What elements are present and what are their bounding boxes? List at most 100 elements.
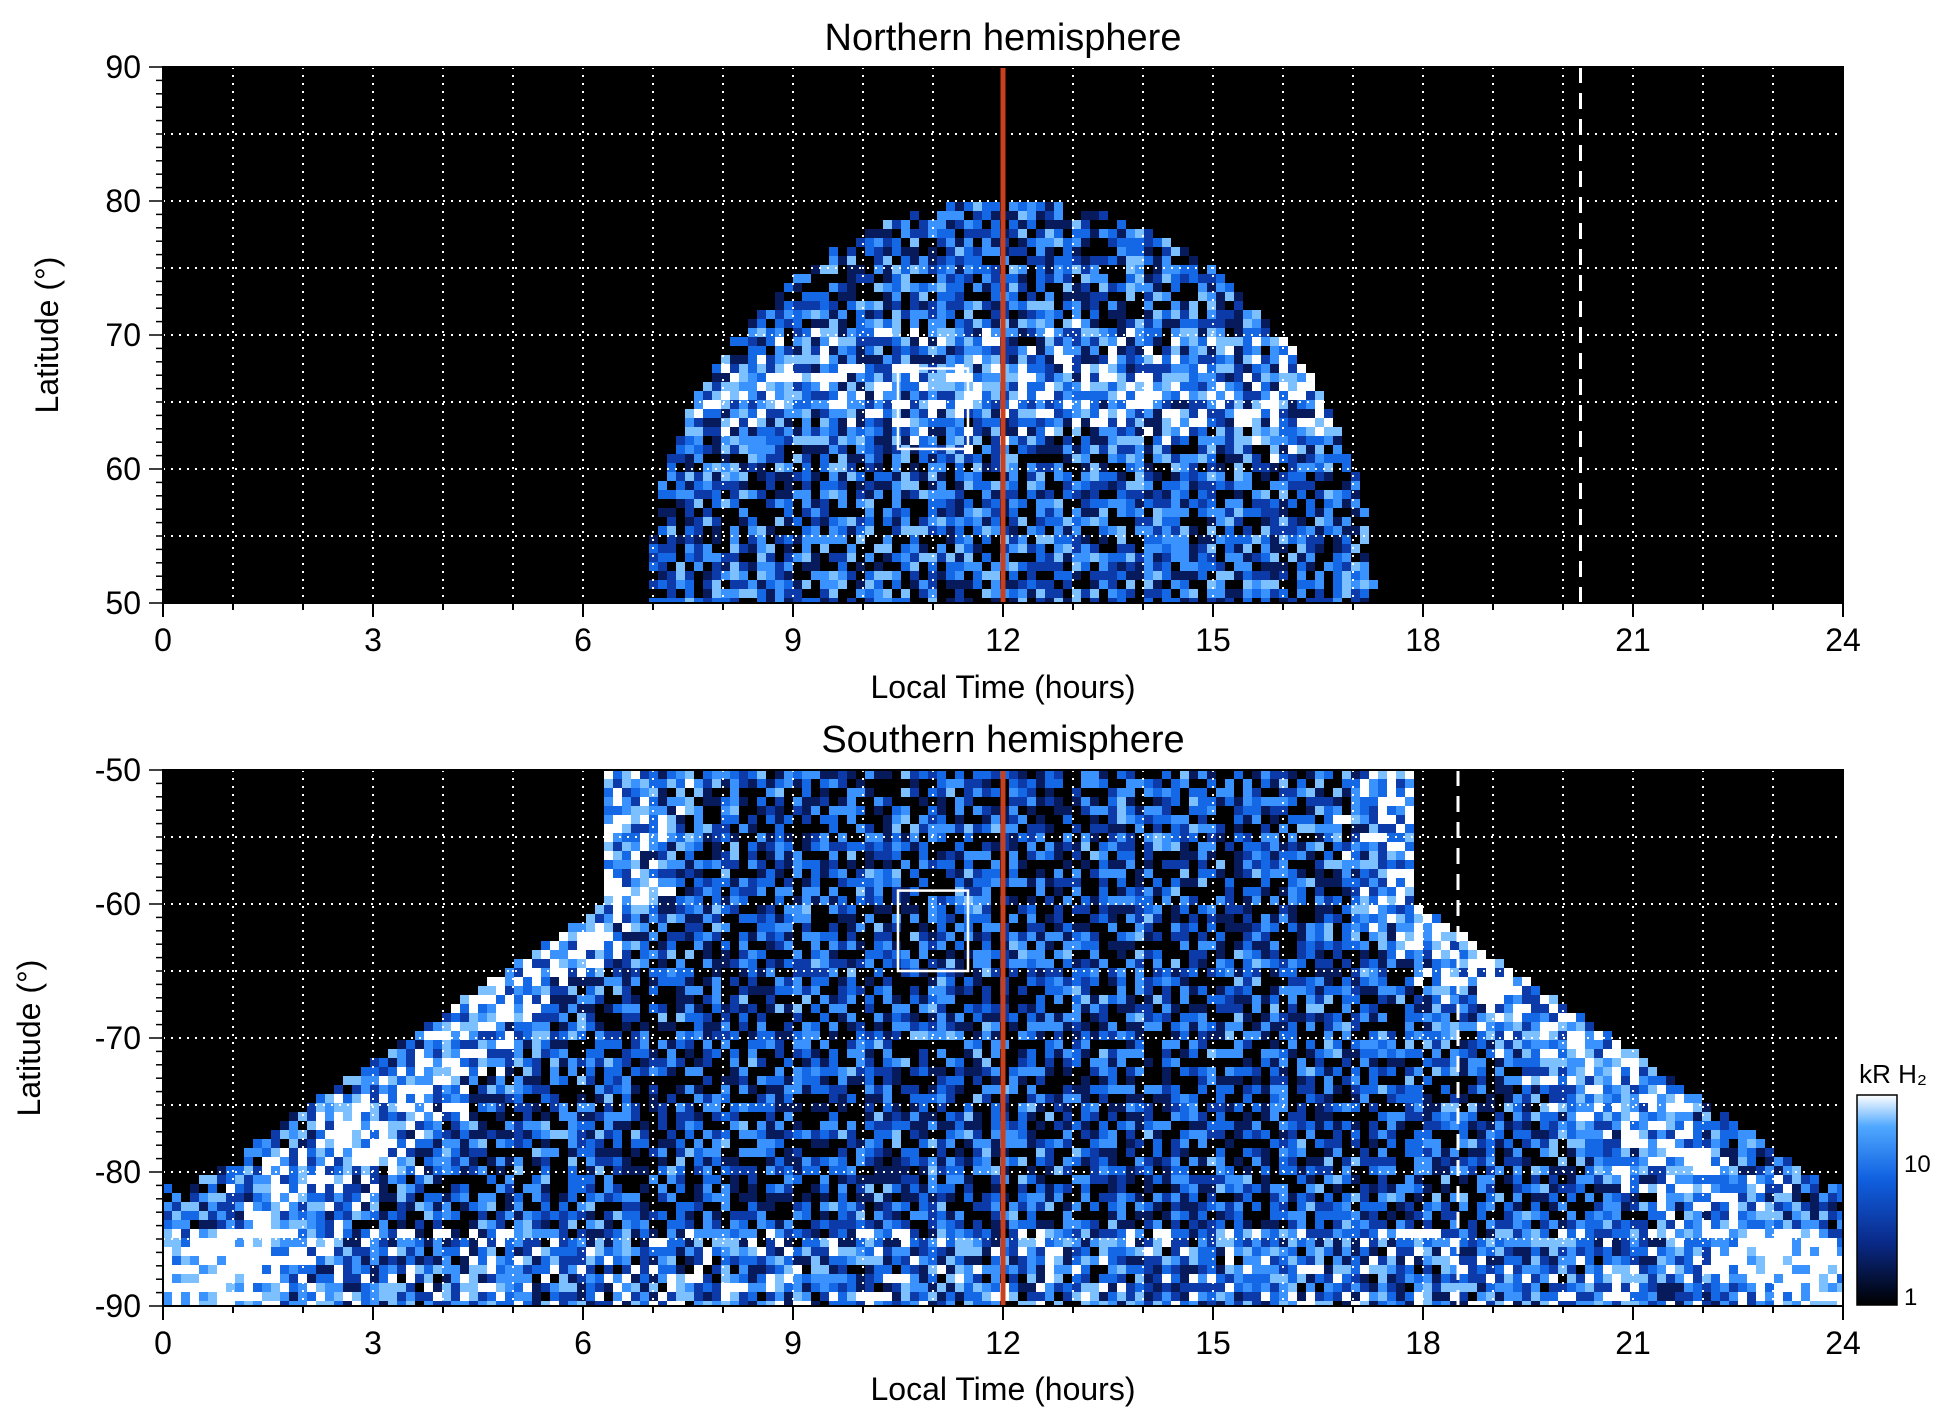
south-emission-cell <box>793 914 802 923</box>
north-emission-cell <box>1135 229 1144 238</box>
south-emission-cell <box>1054 905 1063 914</box>
south-emission-cell <box>406 1058 415 1067</box>
north-emission-cell <box>1171 301 1180 310</box>
north-emission-cell <box>1090 382 1099 391</box>
north-emission-cell <box>694 544 703 553</box>
south-emission-cell <box>595 905 604 914</box>
north-emission-cell <box>676 598 685 603</box>
south-emission-cell <box>640 770 649 779</box>
south-emission-cell <box>1387 1058 1396 1067</box>
north-emission-cell <box>1171 418 1180 427</box>
south-emission-cell <box>568 932 577 941</box>
south-emission-cell <box>1252 995 1261 1004</box>
north-emission-cell <box>910 535 919 544</box>
south-emission-cell <box>1603 1058 1612 1067</box>
north-emission-cell <box>1045 328 1054 337</box>
south-emission-cell <box>1351 968 1360 977</box>
north-emission-cell <box>1162 454 1171 463</box>
north-emission-cell <box>1027 409 1036 418</box>
south-emission-cell <box>1207 905 1216 914</box>
south-emission-cell <box>757 1031 766 1040</box>
south-emission-cell <box>460 1013 469 1022</box>
north-emission-cell <box>820 328 829 337</box>
north-emission-cell <box>676 454 685 463</box>
south-emission-cell <box>1045 1058 1054 1067</box>
south-emission-cell <box>694 1058 703 1067</box>
south-emission-cell <box>1099 1058 1108 1067</box>
north-emission-cell <box>1063 238 1072 247</box>
south-emission-cell <box>703 950 712 959</box>
south-emission-cell <box>946 1013 955 1022</box>
north-emission-cell <box>802 580 811 589</box>
north-emission-cell <box>1162 391 1171 400</box>
south-emission-cell <box>631 806 640 815</box>
south-emission-cell <box>685 932 694 941</box>
south-emission-cell <box>1054 1013 1063 1022</box>
south-emission-cell <box>1225 1049 1234 1058</box>
north-emission-cell <box>1234 553 1243 562</box>
north-emission-cell <box>973 526 982 535</box>
north-emission-cell <box>730 490 739 499</box>
north-emission-cell <box>874 229 883 238</box>
south-emission-cell <box>874 842 883 851</box>
south-emission-cell <box>649 779 658 788</box>
south-emission-cell <box>631 1049 640 1058</box>
north-emission-cell <box>901 418 910 427</box>
north-emission-cell <box>775 409 784 418</box>
north-emission-cell <box>748 526 757 535</box>
south-emission-cell <box>613 779 622 788</box>
north-emission-cell <box>865 229 874 238</box>
south-emission-cell <box>496 995 505 1004</box>
north-emission-cell <box>1108 436 1117 445</box>
north-emission-cell <box>1009 265 1018 274</box>
north-emission-cell <box>802 553 811 562</box>
north-emission-cell <box>910 292 919 301</box>
north-emission-cell <box>865 481 874 490</box>
north-emission-cell <box>1198 481 1207 490</box>
north-emission-cell <box>1207 346 1216 355</box>
south-emission-cell <box>523 977 532 986</box>
south-emission-cell <box>1459 968 1468 977</box>
north-emission-cell <box>1198 373 1207 382</box>
north-emission-cell <box>937 517 946 526</box>
south-emission-cell <box>1054 1022 1063 1031</box>
south-emission-cell <box>865 887 874 896</box>
south-emission-cell <box>1306 788 1315 797</box>
north-emission-cell <box>982 571 991 580</box>
south-emission-cell <box>1360 869 1369 878</box>
north-emission-cell <box>973 256 982 265</box>
south-emission-cell <box>1117 1058 1126 1067</box>
south-emission-cell <box>1261 995 1270 1004</box>
north-emission-cell <box>1027 481 1036 490</box>
north-emission-cell <box>928 229 937 238</box>
north-emission-cell <box>1126 481 1135 490</box>
south-emission-cell <box>640 923 649 932</box>
south-emission-cell <box>748 959 757 968</box>
south-emission-cell <box>1414 941 1423 950</box>
south-emission-cell <box>1207 923 1216 932</box>
south-emission-cell <box>1270 986 1279 995</box>
north-emission-cell <box>1144 499 1153 508</box>
south-emission-cell <box>1567 1040 1576 1049</box>
north-emission-cell <box>1009 391 1018 400</box>
south-emission-cell <box>388 1058 397 1067</box>
north-emission-cell <box>1180 436 1189 445</box>
north-emission-cell <box>820 409 829 418</box>
south-emission-cell <box>676 896 685 905</box>
south-emission-cell <box>1225 1004 1234 1013</box>
north-emission-cell <box>1162 589 1171 598</box>
south-emission-cell <box>802 860 811 869</box>
south-emission-cell <box>910 1022 919 1031</box>
south-emission-cell <box>829 806 838 815</box>
south-emission-cell <box>1027 851 1036 860</box>
north-emission-cell <box>991 382 1000 391</box>
north-emission-cell <box>757 472 766 481</box>
south-emission-cell <box>379 1067 388 1076</box>
north-emission-cell <box>937 409 946 418</box>
south-emission-cell <box>1189 896 1198 905</box>
north-emission-cell <box>1099 418 1108 427</box>
north-emission-cell <box>784 346 793 355</box>
north-emission-cell <box>1180 247 1189 256</box>
south-emission-cell <box>955 941 964 950</box>
north-emission-cell <box>1171 598 1180 603</box>
